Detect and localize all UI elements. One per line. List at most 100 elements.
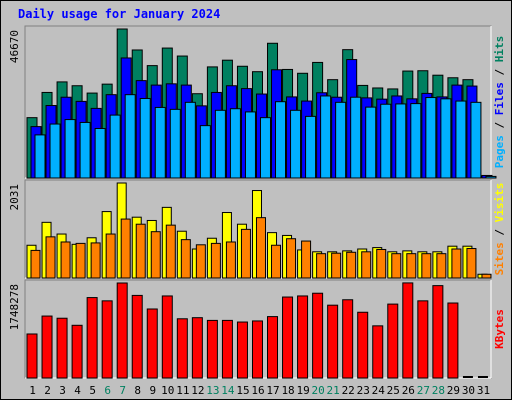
day-label-7: 7: [119, 384, 126, 397]
side-axis-title-part: Visits: [493, 183, 506, 223]
bar-kbytes-day-7: [116, 282, 128, 379]
bar-sites-day-15: [240, 228, 251, 279]
bar-pages-day-11: [184, 101, 196, 179]
bar-pages-day-14: [229, 108, 241, 179]
bar-kbytes-day-11: [176, 318, 188, 379]
bar-sites-day-2: [45, 236, 56, 279]
bar-sites-day-7: [120, 218, 131, 279]
day-label-11: 11: [176, 384, 189, 397]
day-label-13: 13: [206, 384, 219, 397]
bar-kbytes-day-18: [282, 296, 294, 379]
bar-pages-day-17: [275, 101, 287, 179]
bar-sites-day-11: [180, 239, 191, 279]
bar-kbytes-day-4: [71, 324, 83, 379]
bar-pages-day-21: [335, 101, 347, 179]
bar-pages-day-23: [365, 106, 377, 179]
side-axis-title-part: /: [493, 62, 506, 82]
series-kbytes: [26, 282, 488, 379]
side-axis-title-part: Hits: [493, 36, 506, 63]
day-label-16: 16: [251, 384, 264, 397]
bar-sites-day-22: [346, 251, 357, 279]
chart-title: Daily usage for January 2024: [18, 7, 220, 21]
day-label-20: 20: [312, 384, 325, 397]
day-label-2: 2: [44, 384, 51, 397]
day-label-23: 23: [357, 384, 370, 397]
bar-kbytes-day-6: [101, 300, 113, 379]
bar-kbytes-day-29: [447, 302, 459, 379]
day-label-28: 28: [432, 384, 445, 397]
bar-pages-day-27: [425, 97, 437, 179]
day-label-6: 6: [104, 384, 111, 397]
bar-pages-day-6: [109, 114, 121, 179]
bar-pages-day-10: [169, 108, 181, 179]
panel-visits-sites: 2031 Sites / Visits: [8, 179, 506, 279]
bar-kbytes-day-23: [357, 311, 369, 379]
bar-kbytes-day-24: [372, 325, 384, 379]
bar-sites-day-18: [286, 238, 297, 279]
bar-kbytes-day-28: [432, 285, 444, 379]
day-label-26: 26: [402, 384, 415, 397]
series-pages: [34, 94, 497, 179]
bar-sites-day-6: [105, 233, 116, 279]
chart-panels: 46670 Pages / Files / Hits 2031 Sites / Vis…: [8, 25, 506, 379]
bar-kbytes-day-31: [477, 376, 488, 378]
side-axis-title-part: Files: [493, 82, 506, 115]
day-label-24: 24: [372, 384, 386, 397]
bar-sites-day-24: [376, 248, 387, 279]
side-axis-title-part: /: [493, 222, 506, 242]
bar-sites-day-31: [481, 273, 492, 279]
bar-pages-day-2: [49, 123, 61, 179]
bar-sites-day-12: [195, 244, 206, 279]
bar-pages-day-30: [470, 101, 482, 179]
bar-pages-day-1: [34, 134, 46, 179]
bar-pages-day-29: [455, 100, 467, 179]
bar-kbytes-day-20: [312, 292, 324, 379]
day-label-22: 22: [342, 384, 355, 397]
series-sites: [30, 217, 492, 279]
bar-pages-day-18: [290, 109, 302, 179]
bar-sites-day-27: [421, 253, 432, 279]
bar-pages-day-31: [485, 175, 497, 179]
bar-pages-day-19: [305, 115, 317, 179]
y-max-label: 46670: [8, 30, 21, 63]
bar-kbytes-day-21: [327, 304, 339, 379]
bar-kbytes-day-15: [236, 321, 248, 379]
x-axis-day-labels: 1 2 3 4 5 6 7 8 9 10 11 12 13 14 15 16 17 18 19 20 21 22 23 24 2…: [29, 384, 490, 397]
day-label-1: 1: [29, 384, 36, 397]
bar-kbytes-day-22: [342, 299, 354, 379]
day-label-12: 12: [191, 384, 204, 397]
side-axis-title: KBytes: [493, 309, 506, 349]
bar-kbytes-day-30: [462, 376, 473, 378]
day-label-14: 14: [221, 384, 235, 397]
day-label-17: 17: [266, 384, 279, 397]
bar-kbytes-day-17: [267, 316, 279, 379]
bar-kbytes-day-13: [206, 319, 218, 379]
bar-kbytes-day-2: [41, 315, 53, 379]
bar-pages-day-5: [94, 128, 106, 179]
bar-sites-day-4: [75, 242, 86, 279]
bar-sites-day-30: [466, 248, 477, 279]
day-label-18: 18: [281, 384, 294, 397]
bar-sites-day-8: [135, 223, 146, 279]
bar-pages-day-22: [350, 96, 362, 179]
day-label-30: 30: [462, 384, 475, 397]
bar-sites-day-9: [150, 231, 161, 279]
side-axis-title: Sites / Visits: [493, 183, 506, 276]
day-label-5: 5: [89, 384, 96, 397]
y-max-label: 2031: [8, 184, 21, 211]
bar-pages-day-24: [380, 103, 392, 179]
bar-sites-day-13: [210, 242, 221, 279]
bar-sites-day-26: [406, 253, 417, 279]
bar-pages-day-13: [214, 109, 226, 179]
bar-pages-day-25: [395, 103, 407, 179]
bar-kbytes-day-5: [86, 297, 98, 379]
bar-pages-day-20: [320, 95, 332, 179]
day-label-10: 10: [161, 384, 174, 397]
day-label-3: 3: [59, 384, 66, 397]
bar-kbytes-day-10: [161, 295, 173, 379]
bar-kbytes-day-3: [56, 317, 68, 379]
bar-pages-day-26: [410, 103, 422, 179]
bar-pages-day-16: [259, 117, 271, 179]
